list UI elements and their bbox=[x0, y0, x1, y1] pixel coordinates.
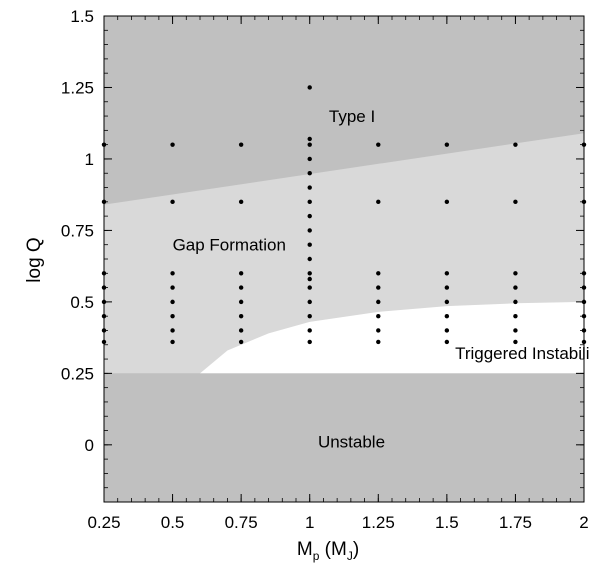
data-point bbox=[307, 271, 312, 276]
data-point bbox=[376, 199, 381, 205]
data-point bbox=[307, 171, 312, 176]
data-point bbox=[307, 85, 312, 90]
region-label-unstable: Unstable bbox=[318, 433, 385, 452]
data-point bbox=[307, 213, 312, 219]
data-point bbox=[238, 313, 244, 319]
data-point bbox=[238, 299, 244, 305]
region-label-gap-formation: Gap Formation bbox=[173, 235, 286, 254]
data-point bbox=[170, 285, 175, 290]
x-tick-label: 0.5 bbox=[161, 513, 185, 532]
data-point bbox=[444, 328, 450, 333]
data-point bbox=[170, 313, 175, 319]
data-point bbox=[307, 313, 312, 319]
x-axis-label-main: M bbox=[297, 539, 313, 560]
data-point bbox=[307, 299, 312, 305]
y-tick-label: 0.25 bbox=[61, 364, 94, 383]
region-label-triggered-instability: Triggered Instability bbox=[455, 344, 589, 363]
data-point bbox=[307, 242, 312, 247]
data-point bbox=[307, 328, 312, 333]
region-unstable bbox=[104, 373, 584, 502]
y-tick-label: 0.5 bbox=[70, 293, 94, 312]
y-tick-label: 0 bbox=[85, 436, 94, 455]
y-tick-label: 0.75 bbox=[61, 221, 94, 240]
data-point bbox=[376, 142, 381, 147]
y-tick-label: 1.25 bbox=[61, 78, 94, 97]
data-point bbox=[307, 339, 312, 345]
data-point bbox=[170, 271, 175, 276]
data-point bbox=[307, 142, 312, 147]
x-axis-label-unit-close: ) bbox=[353, 539, 359, 560]
data-point bbox=[376, 285, 381, 290]
x-axis-label: Mp (MJ) bbox=[297, 539, 359, 563]
data-point bbox=[307, 156, 312, 162]
data-point bbox=[170, 328, 175, 333]
x-tick-label: 1.75 bbox=[499, 513, 532, 532]
data-point bbox=[513, 299, 518, 305]
tick-marks bbox=[103, 15, 585, 503]
data-point bbox=[170, 199, 175, 205]
data-point bbox=[307, 199, 312, 205]
x-tick-label: 2 bbox=[579, 513, 588, 532]
data-point bbox=[513, 339, 518, 345]
data-point bbox=[238, 142, 244, 147]
data-point bbox=[444, 271, 450, 276]
chart-regions bbox=[104, 16, 584, 502]
data-point bbox=[513, 142, 518, 147]
data-point bbox=[307, 136, 312, 142]
data-point bbox=[444, 142, 450, 147]
data-point bbox=[444, 199, 450, 205]
data-point bbox=[513, 285, 518, 290]
data-point bbox=[238, 339, 244, 345]
data-point bbox=[444, 299, 450, 305]
x-axis-label-unit-subscript: J bbox=[347, 549, 353, 563]
data-point bbox=[307, 228, 312, 233]
data-point bbox=[376, 271, 381, 276]
x-tick-label: 1.5 bbox=[435, 513, 459, 532]
region-label-type-i: Type I bbox=[329, 107, 375, 126]
data-point bbox=[307, 276, 312, 282]
data-point bbox=[307, 185, 312, 190]
x-tick-label: 0.75 bbox=[225, 513, 258, 532]
x-tick-label: 1.25 bbox=[362, 513, 395, 532]
x-tick-label: 1 bbox=[305, 513, 314, 532]
data-point bbox=[513, 271, 518, 276]
region-triggered-instability bbox=[200, 301, 584, 374]
data-point bbox=[238, 271, 244, 276]
data-point bbox=[170, 339, 175, 345]
data-point bbox=[513, 328, 518, 333]
region-labels: Type I Gap Formation Triggered Instability… bbox=[173, 107, 589, 452]
data-point bbox=[307, 285, 312, 290]
data-point bbox=[444, 313, 450, 319]
x-tick-label: 0.25 bbox=[87, 513, 120, 532]
data-point bbox=[444, 339, 450, 345]
data-point bbox=[170, 142, 175, 147]
data-point bbox=[376, 328, 381, 333]
data-point bbox=[238, 285, 244, 290]
data-point bbox=[513, 199, 518, 205]
x-axis-label-subscript: p bbox=[313, 549, 320, 563]
data-point bbox=[376, 339, 381, 345]
data-point bbox=[513, 313, 518, 319]
data-point bbox=[376, 299, 381, 305]
x-axis-label-unit-open: (M bbox=[319, 539, 346, 560]
data-point bbox=[444, 285, 450, 290]
y-axis-label: log Q bbox=[24, 237, 45, 282]
data-point bbox=[170, 299, 175, 305]
y-tick-label: 1.5 bbox=[70, 7, 94, 26]
y-tick-label: 1 bbox=[85, 150, 94, 169]
data-point bbox=[376, 313, 381, 319]
data-point bbox=[238, 199, 244, 205]
data-point bbox=[307, 256, 312, 262]
data-point bbox=[238, 328, 244, 333]
